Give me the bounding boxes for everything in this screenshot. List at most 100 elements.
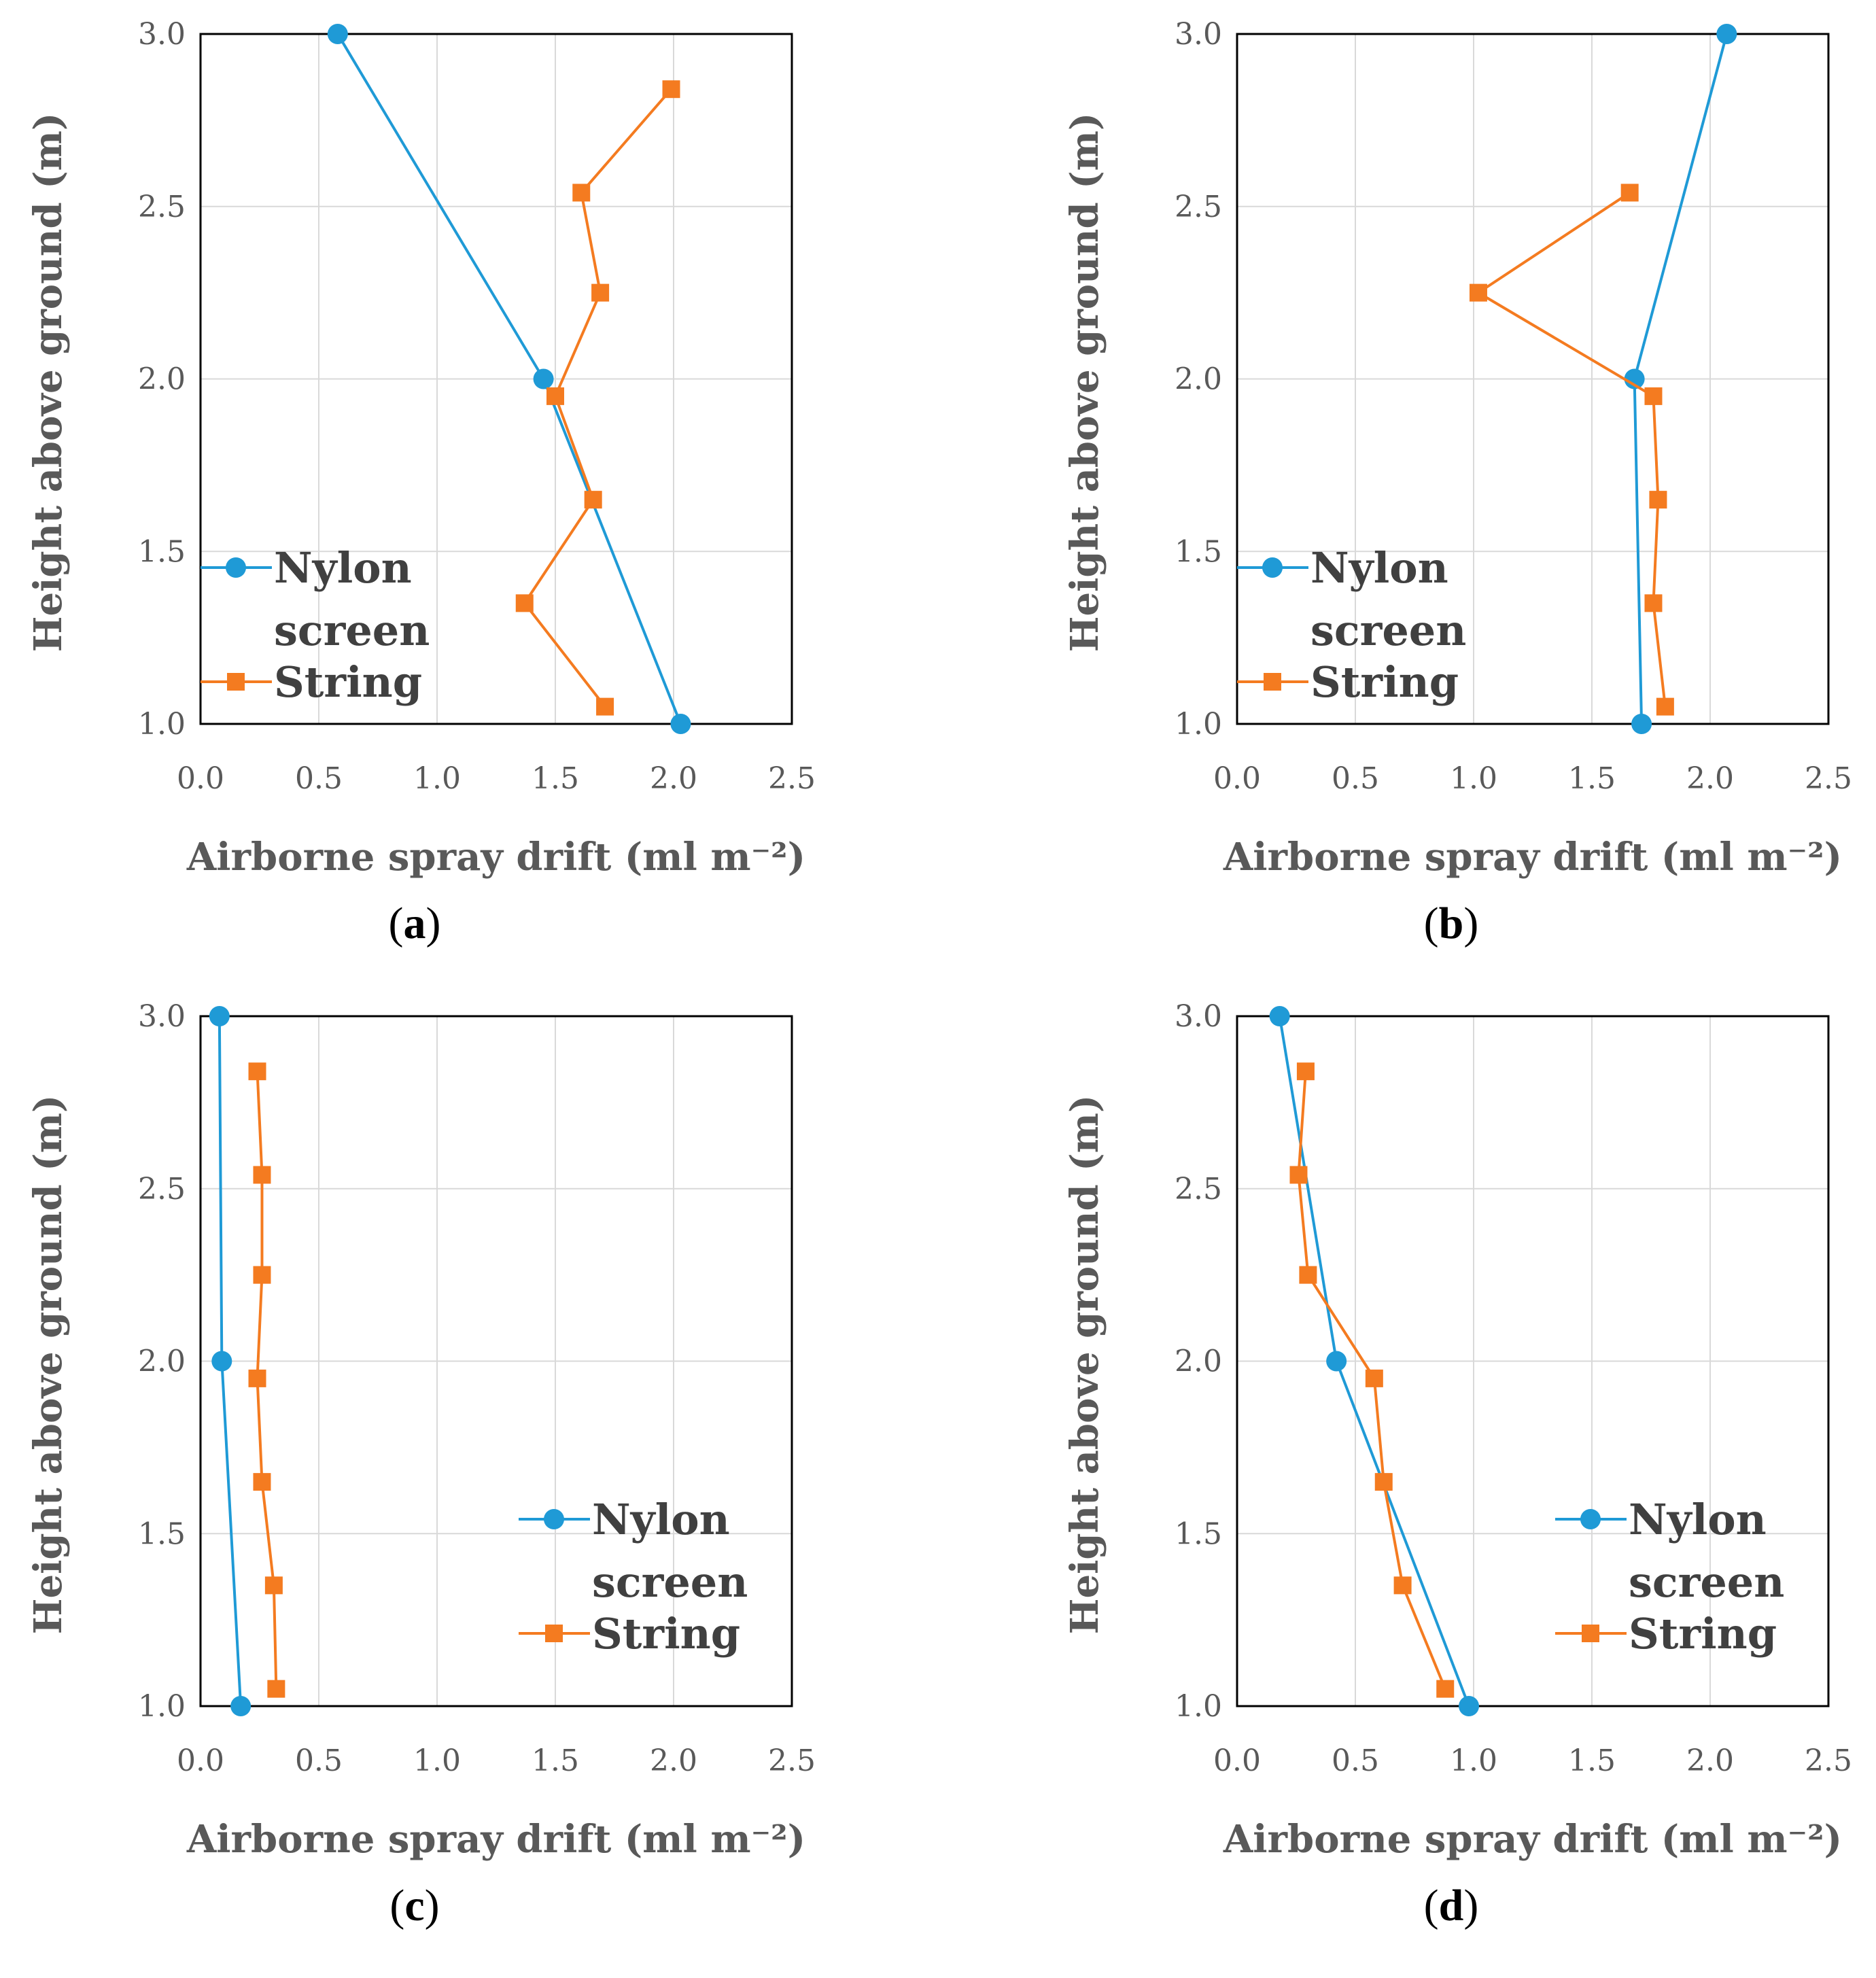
y-tick-label: 2.0 [1175, 362, 1222, 397]
y-tick-label: 1.5 [1175, 534, 1222, 569]
legend-label-nylon: screen [1629, 1557, 1784, 1607]
y-axis-title: Height above ground (m) [26, 113, 71, 653]
x-tick-label: 2.5 [1805, 761, 1852, 796]
panel-caption: (d) [1424, 1881, 1479, 1930]
data-point-circle [1269, 1006, 1290, 1026]
y-tick-label: 2.5 [1175, 1172, 1222, 1207]
legend-label-nylon: Nylon [274, 543, 412, 593]
panel-caption: (c) [389, 1881, 439, 1930]
legend-marker-string [545, 1625, 563, 1642]
series-string [1469, 184, 1674, 716]
legend-marker-string [1582, 1625, 1599, 1642]
data-point-square [1393, 1576, 1412, 1595]
legend-marker-string [227, 673, 245, 691]
y-tick-label: 3.0 [1175, 17, 1222, 52]
data-point-square [572, 184, 591, 202]
y-tick-label: 2.0 [138, 362, 186, 397]
caption-open: ( [1424, 899, 1439, 948]
x-tick-label: 2.5 [768, 1743, 816, 1778]
x-tick-label: 2.0 [1686, 761, 1734, 796]
x-tick-label: 0.5 [295, 761, 343, 796]
legend-marker-nylon [1580, 1509, 1601, 1529]
data-point-square [1656, 697, 1674, 716]
data-point-square [253, 1266, 271, 1284]
data-point-square [253, 1166, 271, 1184]
x-axis-title: Airborne spray drift (ml m⁻²) [1223, 835, 1842, 880]
data-point-circle [670, 714, 691, 734]
data-point-circle [1459, 1696, 1480, 1716]
y-tick-label: 3.0 [138, 17, 186, 52]
y-tick-label: 2.0 [1175, 1344, 1222, 1379]
x-tick-label: 0.0 [177, 1743, 224, 1778]
series-string [1289, 1062, 1455, 1698]
data-point-square [1469, 283, 1487, 302]
x-tick-label: 1.0 [1450, 1743, 1497, 1778]
caption-open: ( [389, 1881, 404, 1930]
y-tick-label: 3.0 [1175, 999, 1222, 1034]
panel-caption: (b) [1424, 899, 1479, 948]
plot-frame [1236, 33, 1830, 725]
data-point-circle [211, 1351, 232, 1372]
x-tick-label: 0.0 [1213, 761, 1261, 796]
x-tick-label: 2.0 [1686, 1743, 1734, 1778]
y-tick-label: 2.5 [138, 1172, 186, 1207]
data-point-circle [209, 1006, 230, 1026]
plot-frame [199, 33, 793, 725]
legend-marker-nylon [226, 557, 246, 578]
y-tick-label: 1.0 [1175, 1689, 1222, 1724]
series-string [515, 80, 680, 716]
x-tick-label: 1.0 [413, 1743, 461, 1778]
caption-close: ) [1463, 1881, 1478, 1930]
series-line [1476, 191, 1667, 707]
legend-marker-nylon [1262, 557, 1283, 578]
data-point-square [248, 1062, 266, 1081]
data-point-square [1649, 491, 1667, 509]
x-axis-title: Airborne spray drift (ml m⁻²) [186, 835, 805, 880]
x-tick-label: 0.5 [295, 1743, 343, 1778]
legend-label-nylon: screen [592, 1557, 748, 1607]
data-point-circle [230, 1696, 251, 1716]
caption-close: ) [426, 899, 441, 948]
legend-label-string: String [274, 657, 422, 707]
x-tick-label: 2.0 [650, 761, 697, 796]
data-point-square [596, 697, 614, 716]
caption-letter: a [404, 899, 426, 948]
legend-label-string: String [1629, 1609, 1777, 1659]
y-tick-label: 1.5 [138, 534, 186, 569]
data-point-square [264, 1576, 283, 1595]
series-nylon-screen [327, 24, 691, 734]
x-tick-label: 1.0 [413, 761, 461, 796]
data-point-circle [1716, 24, 1737, 44]
legend-label-string: String [592, 1609, 740, 1659]
plot-frame [199, 1015, 793, 1707]
data-point-square [1644, 594, 1663, 612]
legend-marker-string [1264, 673, 1281, 691]
y-axis-title: Height above ground (m) [26, 1095, 71, 1635]
legend-label-nylon: Nylon [1310, 543, 1448, 593]
x-tick-label: 2.5 [1805, 1743, 1852, 1778]
data-point-square [546, 387, 564, 405]
chart-panel-b: 1.0 1.5 2.0 2.5 3.0 0.0 0.5 1.0 1.5 2.0 2.5 Airborn… [1062, 17, 1852, 948]
y-tick-label: 1.5 [1175, 1516, 1222, 1551]
x-axis-title: Airborne spray drift (ml m⁻²) [186, 1817, 805, 1862]
caption-close: ) [1463, 899, 1478, 948]
caption-close: ) [425, 1881, 440, 1930]
series-nylon-screen [1269, 1006, 1480, 1716]
x-tick-label: 1.5 [532, 761, 579, 796]
data-point-circle [533, 368, 554, 389]
x-axis-title: Airborne spray drift (ml m⁻²) [1223, 1817, 1842, 1862]
x-tick-label: 0.0 [1213, 1743, 1261, 1778]
data-point-square [591, 283, 610, 302]
y-axis-title: Height above ground (m) [1062, 113, 1107, 653]
y-tick-label: 2.5 [138, 190, 186, 224]
x-tick-label: 1.0 [1450, 761, 1497, 796]
series-string [248, 1062, 285, 1698]
chart-panel-a: 1.0 1.5 2.0 2.5 3.0 0.0 0.5 1.0 1.5 2.0 2.5 Airborn… [26, 17, 816, 948]
data-point-square [267, 1680, 285, 1698]
chart-panel-c: 1.0 1.5 2.0 2.5 3.0 0.0 0.5 1.0 1.5 2.0 2.5 Airborn… [26, 999, 816, 1930]
data-point-square [1644, 387, 1663, 405]
data-point-square [1296, 1062, 1315, 1081]
data-point-square [584, 491, 602, 509]
